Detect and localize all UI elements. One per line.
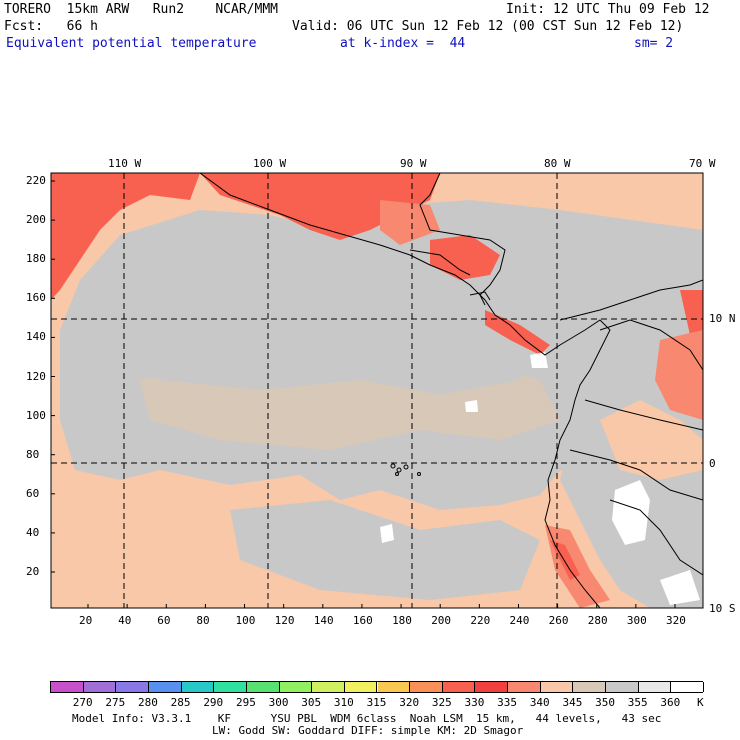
lon-label-80w: 80 W [544, 157, 571, 170]
y-tick-label: 60 [26, 486, 40, 500]
colorbar-cell [148, 682, 182, 692]
y-tick-label: 180 [26, 252, 46, 266]
colorbar-label: 280 [138, 696, 158, 709]
lat-label-10n: 10 N [709, 312, 736, 325]
colorbar-label: 315 [366, 696, 387, 709]
colorbar-cell [540, 682, 574, 692]
y-tick-label: 160 [26, 291, 46, 305]
x-tick-label: 180 [392, 614, 412, 627]
x-tick-label: 320 [666, 614, 686, 627]
lat-label-0: 0 [709, 457, 716, 470]
colorbar-cell [51, 682, 84, 692]
forecast-hour: Fcst: 66 h [4, 20, 98, 34]
colorbar-cell [638, 682, 672, 692]
lat-label-10s: 10 S [709, 602, 736, 615]
colorbar [50, 681, 704, 693]
galapagos-islands [390, 463, 421, 476]
model-resolution: 15km ARW [66, 2, 130, 17]
colorbar-label: 310 [333, 696, 354, 709]
y-tick-label: 140 [26, 330, 46, 344]
x-tick-label: 40 [118, 614, 132, 627]
colorbar-label: 320 [399, 696, 420, 709]
colorbar-label: 275 [105, 696, 126, 709]
x-tick-label: 280 [587, 614, 608, 627]
colorbar-label: 285 [170, 696, 191, 709]
x-tick-label: 160 [352, 614, 373, 627]
x-tick-label: 100 [235, 614, 256, 627]
colorbar-cell [246, 682, 280, 692]
colorbar-cell [671, 682, 704, 692]
x-tick-label: 240 [509, 614, 530, 627]
x-tick-label: 200 [431, 614, 452, 627]
init-time: Init: 12 UTC Thu 09 Feb 12 [506, 2, 710, 17]
colorbar-label: 325 [431, 696, 452, 709]
x-tick-label: 80 [196, 614, 210, 627]
temperature-field [51, 173, 703, 608]
colorbar-cell [475, 682, 509, 692]
x-tick-label: 260 [548, 614, 569, 627]
smoothing-info: sm= 2 [634, 36, 674, 51]
colorbar-cell [377, 682, 411, 692]
colorbar-label: 355 [627, 696, 648, 709]
colorbar-cell [181, 682, 215, 692]
y-tick-label: 80 [26, 447, 40, 461]
colorbar-cell [508, 682, 541, 692]
y-tick-label: 20 [26, 565, 40, 578]
header-line1: TORERO 15km ARW Run2 NCAR/MMM [4, 3, 278, 17]
colorbar-label: 290 [203, 696, 224, 709]
physics-info-line: LW: Godd SW: Goddard DIFF: simple KM: 2D… [212, 724, 524, 737]
colorbar-label: 350 [595, 696, 615, 709]
fcst-value: 66 h [66, 19, 98, 34]
coastlines [199, 173, 703, 608]
axis-ticks [51, 180, 676, 608]
colorbar-label: 300 [268, 696, 289, 709]
y-tick-label: 120 [26, 369, 46, 383]
model-name: TORERO [4, 2, 51, 17]
fcst-label: Fcst: [4, 19, 44, 34]
colorbar-cell [214, 682, 247, 692]
colorbar-unit: K [697, 696, 704, 709]
colorbar-cell [573, 682, 607, 692]
colorbar-label: 335 [497, 696, 518, 709]
colorbar-label: 270 [72, 696, 93, 709]
lon-label-70w: 70 W [689, 157, 716, 170]
colorbar-cell [606, 682, 639, 692]
colorbar-label: 345 [562, 696, 583, 709]
y-tick-label: 40 [26, 525, 40, 539]
colorbar-cell [344, 682, 378, 692]
y-tick-label: 200 [26, 213, 46, 227]
colorbar-label: 360 [660, 696, 681, 709]
y-tick-label: 100 [26, 408, 46, 422]
colorbar-cell [83, 682, 117, 692]
map-frame [50, 172, 704, 609]
x-tick-label: 140 [313, 614, 334, 627]
model-info-line: Model Info: V3.3.1 KF YSU PBL WDM 6class… [72, 712, 662, 725]
colorbar-label: 340 [529, 696, 550, 709]
valid-time: Valid: 06 UTC Sun 12 Feb 12 (00 CST Sun … [292, 19, 684, 34]
run-name: Run2 [152, 2, 185, 17]
colorbar-label: 295 [235, 696, 256, 709]
lon-label-100w: 100 W [253, 157, 287, 170]
x-tick-label: 300 [626, 614, 647, 627]
field-name: Equivalent potential temperature [6, 36, 257, 51]
x-tick-label: 60 [157, 614, 171, 627]
colorbar-label: 330 [464, 696, 485, 709]
x-tick-label: 20 [79, 614, 93, 627]
lat-lon-grid [51, 173, 703, 608]
org-name: NCAR/MMM [215, 2, 278, 17]
colorbar-cell [279, 682, 313, 692]
x-tick-label: 120 [274, 614, 295, 627]
level-info: at k-index = 44 [340, 36, 466, 51]
colorbar-cell [410, 682, 443, 692]
colorbar-cell [312, 682, 345, 692]
colorbar-label: 305 [301, 696, 322, 709]
lon-label-110w: 110 W [108, 157, 142, 170]
colorbar-cell [442, 682, 476, 692]
y-tick-label: 220 [26, 174, 46, 187]
colorbar-cell [116, 682, 149, 692]
x-tick-label: 220 [470, 614, 491, 627]
lon-label-90w: 90 W [400, 157, 427, 170]
